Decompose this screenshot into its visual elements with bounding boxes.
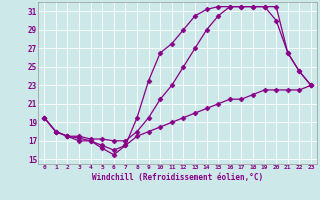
X-axis label: Windchill (Refroidissement éolien,°C): Windchill (Refroidissement éolien,°C) [92, 173, 263, 182]
